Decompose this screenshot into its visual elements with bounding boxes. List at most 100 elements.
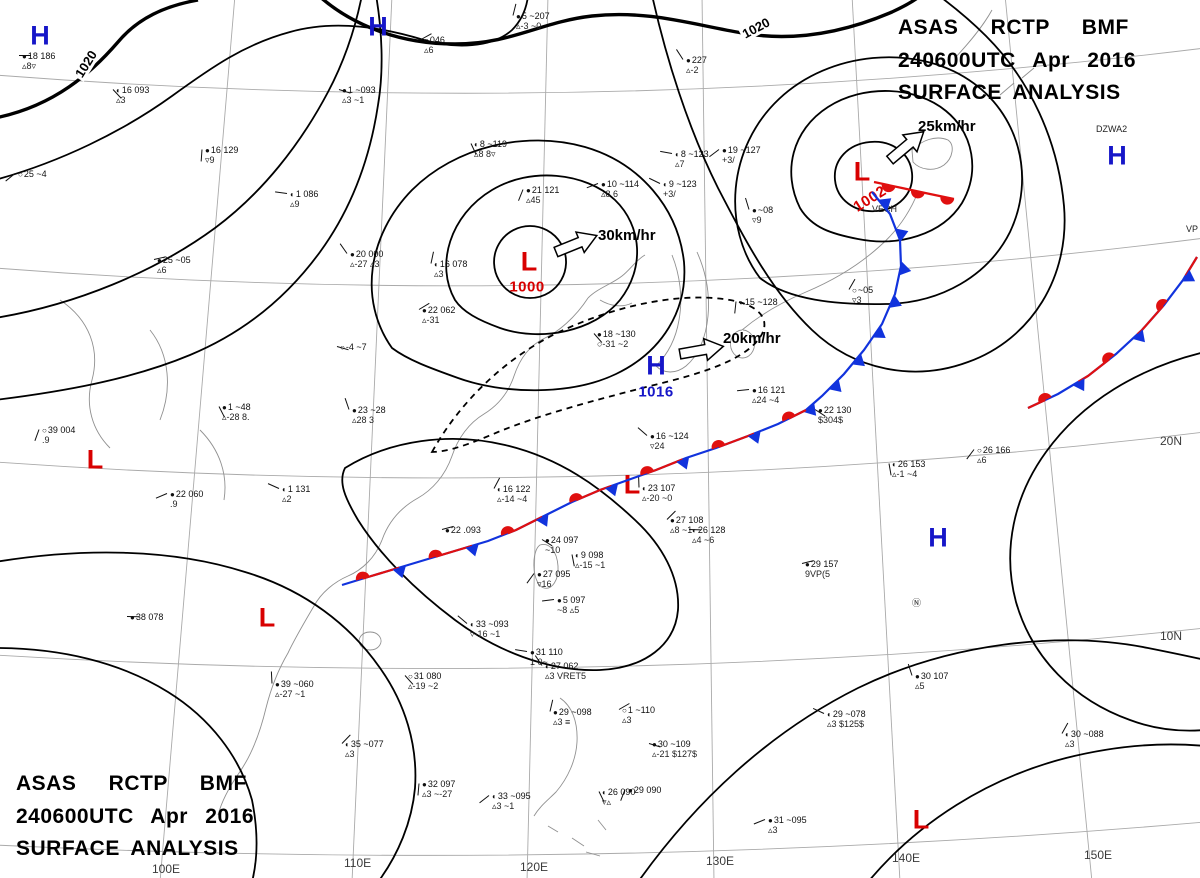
station-values: 10 ~114 xyxy=(606,179,639,189)
wind-barb-icon xyxy=(126,616,140,618)
wind-barb-icon xyxy=(34,429,40,441)
station-extra: ▵8 6 xyxy=(601,188,619,199)
station-extra: 9VP(5 xyxy=(805,568,831,579)
station-symbol: ● xyxy=(768,816,773,825)
station-plot: ●29 ~098 ▵3 ≡ xyxy=(549,699,592,728)
station-plot: ●21 121 ▵45 xyxy=(518,185,559,206)
wind-barb-icon xyxy=(338,89,351,94)
station-plot: ●30 107 ▵5 xyxy=(907,663,949,692)
station-extra: ▵8 ~1 xyxy=(670,524,693,535)
station-plot: ●25 ~05 ▵6 xyxy=(153,255,191,276)
station-extra: ▵8▿ xyxy=(22,60,37,71)
station-values: 23 ~28 xyxy=(357,405,386,415)
station-plot: ●18 ~130 ○-31 ~2 xyxy=(593,329,636,350)
station-values: 39 004 xyxy=(47,425,76,435)
isobar-low-east-outermost xyxy=(652,0,1066,373)
wind-barb-icon xyxy=(637,427,648,436)
parallel-10n xyxy=(0,628,1200,670)
movement-arrow-30kmhr xyxy=(553,231,599,258)
coast-korea xyxy=(655,251,709,373)
station-values: 1 ~093 xyxy=(347,85,376,95)
station-values: 8 ~123 xyxy=(680,149,709,159)
longitude-label: 110E xyxy=(344,856,372,870)
station-values: 31 080 xyxy=(413,671,442,681)
coast-kyushu xyxy=(730,329,755,359)
station-plot: ●5 ~207 ▵-3 ~0 xyxy=(512,3,550,32)
wind-speed-label: 20km/hr xyxy=(723,330,781,347)
station-plot: ◐8 ~119 ▵8 8▿ xyxy=(470,139,507,160)
wind-barb-icon xyxy=(200,149,203,162)
title-line-id: ASAS RCTP BMF xyxy=(898,16,1129,39)
station-symbol: ◐ xyxy=(827,710,832,719)
station-plot: ○31 080 ▵-19 ~2 xyxy=(404,671,442,692)
station-symbol: ◐ xyxy=(602,788,607,797)
station-extra: ▵3 ~1 xyxy=(342,94,365,105)
station-extra: ▵3 $125$ xyxy=(827,718,865,729)
station-symbol: ● xyxy=(350,250,355,259)
station-symbol: ◐ xyxy=(116,86,121,95)
station-plot: ●29 090 xyxy=(620,785,661,801)
station-extra: ▵6 xyxy=(157,264,167,275)
title-block-bottom-left: ASAS RCTP BMF 240600UTC Apr 2016 SURFACE… xyxy=(16,768,306,866)
station-extra: ▵3 xyxy=(116,94,126,105)
station-extra: ▵-21 $127$ xyxy=(652,748,698,759)
station-symbol: ● xyxy=(275,680,280,689)
low-pressure-symbol: L xyxy=(520,246,538,277)
isobar-value-label: 1020 xyxy=(70,46,102,82)
station-values: 9 ~123 xyxy=(668,179,697,189)
station-extra: ▵24 ~4 xyxy=(752,394,780,405)
station-symbol: ● xyxy=(530,648,535,657)
station-plot: ◐9 098 ▵-15 ~1 xyxy=(571,550,605,571)
station-plot: ●29 157 9VP(5 xyxy=(801,559,838,580)
wind-barb-icon xyxy=(420,33,432,40)
station-values: -4 ~7 xyxy=(345,342,367,352)
station-plot: ●32 097 ▵3 ~-27 xyxy=(417,779,455,800)
wind-barb-icon xyxy=(638,475,640,488)
wind-barb-icon xyxy=(848,278,856,290)
station-symbol: ● xyxy=(752,206,757,215)
station-values: 5 097 xyxy=(562,595,586,605)
station-values: 18 186 xyxy=(27,51,56,61)
station-plot: ●16 ~124 ▿24 xyxy=(637,427,689,452)
wind-barb-icon xyxy=(586,183,599,189)
station-values: 26 153 xyxy=(897,459,926,469)
station-symbol: ● xyxy=(597,330,602,339)
wind-barb-icon xyxy=(688,529,702,531)
station-plot: ◐33 ~093 ▿-16 ~1 xyxy=(457,615,509,640)
station-plot: ◐26 128 ▵4 ~6 xyxy=(688,525,726,546)
station-plot: ●23 ~28 ▵28 3 xyxy=(344,397,386,426)
station-symbol: ● xyxy=(628,786,633,795)
wind-barb-icon xyxy=(620,789,626,801)
station-values: 18 ~130 xyxy=(602,329,636,339)
station-plot: ◐35 ~077 ▵3 xyxy=(341,734,384,760)
wind-barb-icon xyxy=(19,55,31,56)
parallel-5n xyxy=(0,821,1200,856)
station-symbol: ● xyxy=(557,596,562,605)
station-plot: ●27 095 ▿16 xyxy=(526,569,571,590)
station-values: 38 078 xyxy=(135,612,164,622)
station-values: 30 107 xyxy=(920,671,949,681)
station-values: 27 095 xyxy=(542,569,571,579)
station-symbol: ◐ xyxy=(497,485,502,494)
station-values: 1 086 xyxy=(295,189,319,199)
station-symbol: ● xyxy=(526,186,531,195)
wind-barb-icon xyxy=(709,149,720,158)
station-values: 31 110 xyxy=(535,647,563,657)
station-plot: ●1 ~093 ▵3 ~1 xyxy=(338,85,376,106)
station-plot: ●10 ~114 ▵8 6 xyxy=(586,179,639,200)
station-symbol: ○ xyxy=(622,706,627,715)
station-values: 27 108 xyxy=(675,515,704,525)
wind-barb-icon xyxy=(479,795,490,804)
meridian-140e xyxy=(851,0,901,878)
station-extra: ▵3 ≡ xyxy=(553,716,571,727)
station-extra: ▿3 xyxy=(852,294,862,305)
station-values: 26 166 xyxy=(982,445,1011,455)
station-extra: ▵-20 ~0 xyxy=(642,492,673,503)
wind-barb-icon xyxy=(666,510,676,520)
station-extra: ▵2 xyxy=(282,493,292,504)
station-values: 33 ~095 xyxy=(497,791,531,801)
station-values: 26 128 xyxy=(697,525,726,535)
title-line-datetime: 240600UTC Apr 2016 xyxy=(16,804,255,828)
station-values: ~08 xyxy=(757,205,774,215)
low-pressure-symbol: L xyxy=(86,444,104,475)
